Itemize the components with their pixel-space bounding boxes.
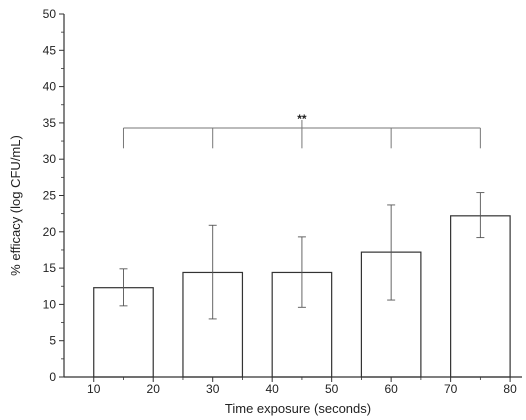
- bar-5: [450, 215, 511, 378]
- y-tick-label-25: 25: [43, 189, 57, 203]
- x-tick-label-80: 80: [503, 382, 517, 396]
- y-tick-label-50: 50: [43, 7, 57, 21]
- y-tick-label-20: 20: [43, 225, 57, 239]
- y-axis-title: % efficacy (log CFU/mL): [8, 135, 23, 276]
- axes-layer: 0 5 10 15 20 25 30 35 40 45 50 10 20 30 40 50 60 70 80: [43, 7, 522, 396]
- error-bars-layer: [119, 192, 485, 320]
- y-tick-label-10: 10: [43, 297, 57, 311]
- x-tick-label-10: 10: [87, 382, 101, 396]
- y-tick-label-35: 35: [43, 116, 57, 130]
- x-axis-title: Time exposure (seconds): [225, 401, 371, 416]
- x-tick-label-60: 60: [384, 382, 398, 396]
- significance-label: **: [297, 112, 307, 126]
- x-tick-label-70: 70: [444, 382, 458, 396]
- significance-bracket: **: [122, 112, 481, 149]
- y-tick-label-45: 45: [43, 43, 57, 57]
- x-tick-label-40: 40: [266, 382, 280, 396]
- x-tick-label-20: 20: [147, 382, 161, 396]
- y-tick-label-15: 15: [43, 261, 57, 275]
- x-tick-label-50: 50: [325, 382, 339, 396]
- y-tick-label-0: 0: [49, 370, 56, 384]
- y-tick-label-30: 30: [43, 152, 57, 166]
- x-tick-label-30: 30: [206, 382, 220, 396]
- y-tick-label-5: 5: [49, 334, 56, 348]
- y-tick-label-40: 40: [43, 80, 57, 94]
